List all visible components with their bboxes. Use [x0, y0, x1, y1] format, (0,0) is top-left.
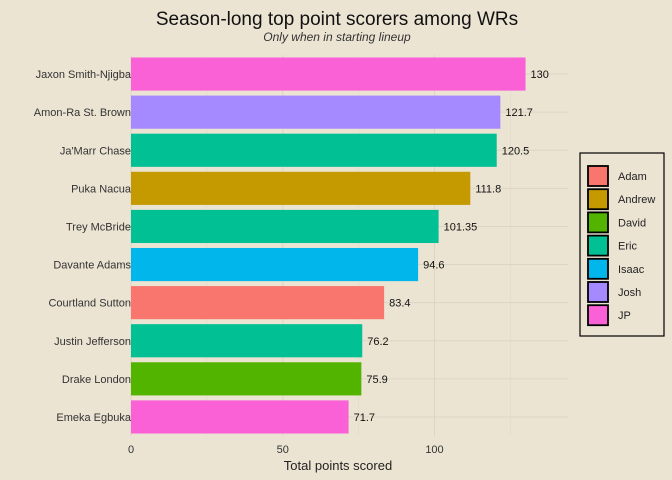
- y-tick-label: Amon-Ra St. Brown: [34, 107, 131, 119]
- data-label: 101.35: [444, 221, 478, 233]
- legend-label: Andrew: [618, 194, 655, 206]
- y-tick-label: Jaxon Smith-Njigba: [36, 69, 132, 81]
- bar: [131, 400, 349, 434]
- y-tick-label: Ja'Marr Chase: [60, 145, 131, 157]
- legend-key: [587, 281, 609, 303]
- y-tick-label: Puka Nacua: [71, 183, 132, 195]
- data-label: 94.6: [423, 260, 444, 272]
- bar: [131, 247, 419, 282]
- data-label: 76.2: [367, 336, 388, 348]
- y-tick-label: Drake London: [62, 374, 131, 386]
- legend-label: Eric: [618, 241, 637, 253]
- data-label: 121.7: [505, 107, 533, 119]
- chart-subtitle: Only when in starting lineup: [263, 30, 411, 44]
- y-tick-label: Trey McBride: [66, 221, 131, 233]
- bar: [131, 286, 385, 320]
- bar: [131, 362, 362, 396]
- bar: [131, 95, 501, 129]
- x-axis-label: Total points scored: [284, 458, 392, 473]
- bar: [131, 171, 471, 205]
- bar: [131, 209, 439, 244]
- y-tick-label: Courtland Sutton: [48, 298, 131, 310]
- y-tick-label: Davante Adams: [53, 260, 131, 272]
- legend-key: [587, 234, 609, 257]
- x-tick-label: 0: [128, 444, 134, 456]
- x-tick-label: 100: [425, 444, 443, 456]
- bar: [131, 57, 526, 91]
- legend-label: Isaac: [618, 264, 645, 276]
- chart-title: Season-long top point scorers among WRs: [156, 9, 518, 30]
- x-axis-tick-labels: 0 50 100: [128, 444, 444, 456]
- data-label: 83.4: [389, 298, 410, 310]
- bar: [131, 133, 497, 167]
- legend-key: [587, 165, 609, 187]
- legend-key: [587, 188, 609, 211]
- y-axis-tick-labels: Jaxon Smith-Njigba Amon-Ra St. Brown Ja'Ma…: [34, 69, 132, 424]
- y-tick-label: Justin Jefferson: [54, 336, 131, 348]
- legend: Adam Andrew David Eric Isaac Josh JP: [579, 152, 665, 337]
- legend-label: JP: [618, 310, 631, 322]
- legend-label: David: [618, 217, 646, 229]
- bars: 130 121.7 120.5 111.8 101.35 94.6 83.4 76.2 75.9…: [131, 57, 549, 434]
- bar: [131, 324, 363, 358]
- y-tick-label: Emeka Egbuka: [56, 412, 131, 424]
- legend-key: [587, 304, 609, 327]
- x-tick-label: 50: [277, 444, 289, 456]
- legend-box: [579, 152, 665, 337]
- data-label: 120.5: [502, 145, 530, 157]
- legend-label: Adam: [618, 171, 647, 183]
- legend-label: Josh: [618, 287, 641, 299]
- legend-key: [587, 211, 609, 234]
- data-label: 130: [531, 69, 549, 81]
- data-label: 111.8: [475, 183, 501, 195]
- data-label: 71.7: [354, 412, 375, 424]
- data-label: 75.9: [366, 374, 387, 386]
- legend-key: [587, 257, 609, 280]
